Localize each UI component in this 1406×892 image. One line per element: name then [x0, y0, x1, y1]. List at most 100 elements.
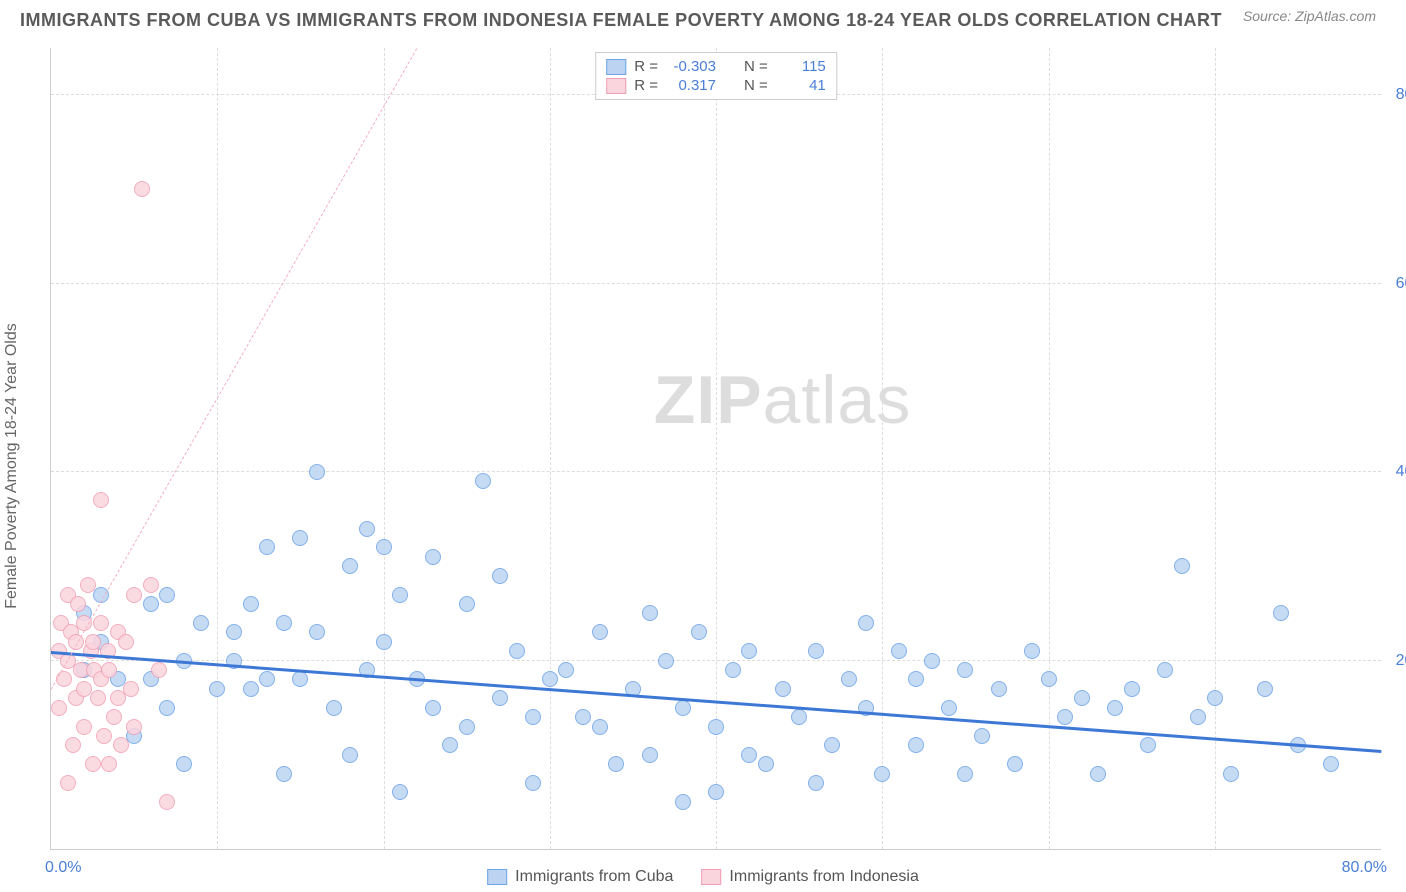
scatter-point [741, 747, 757, 763]
legend-series-label: Immigrants from Indonesia [729, 868, 918, 886]
scatter-point [176, 756, 192, 772]
scatter-point [342, 558, 358, 574]
gridline-vertical [217, 48, 218, 849]
scatter-point [592, 719, 608, 735]
scatter-point [941, 700, 957, 716]
scatter-point [60, 775, 76, 791]
scatter-point [725, 662, 741, 678]
scatter-point [425, 549, 441, 565]
scatter-point [309, 624, 325, 640]
legend-swatch [606, 78, 626, 94]
scatter-point [159, 794, 175, 810]
scatter-point [442, 737, 458, 753]
scatter-point [143, 596, 159, 612]
scatter-point [376, 539, 392, 555]
scatter-point [80, 577, 96, 593]
scatter-point [101, 756, 117, 772]
scatter-point [957, 662, 973, 678]
scatter-point [492, 568, 508, 584]
scatter-point [1041, 671, 1057, 687]
scatter-point [642, 605, 658, 621]
scatter-point [1174, 558, 1190, 574]
scatter-point [159, 587, 175, 603]
legend-n-value: 115 [776, 58, 826, 75]
scatter-point [492, 690, 508, 706]
scatter-point [65, 737, 81, 753]
scatter-point [85, 634, 101, 650]
scatter-point [542, 671, 558, 687]
legend-swatch [606, 59, 626, 75]
scatter-point [326, 700, 342, 716]
scatter-point [1024, 643, 1040, 659]
x-axis-min-label: 0.0% [45, 859, 81, 877]
scatter-point [123, 681, 139, 697]
scatter-point [143, 577, 159, 593]
scatter-point [1124, 681, 1140, 697]
scatter-point [891, 643, 907, 659]
gridline-vertical [1049, 48, 1050, 849]
gridline-vertical [1215, 48, 1216, 849]
scatter-point [808, 775, 824, 791]
scatter-point [1273, 605, 1289, 621]
legend-swatch [701, 869, 721, 885]
scatter-point [193, 615, 209, 631]
scatter-point [1107, 700, 1123, 716]
scatter-point [708, 784, 724, 800]
scatter-point [858, 615, 874, 631]
scatter-point [741, 643, 757, 659]
scatter-point [608, 756, 624, 772]
gridline-vertical [882, 48, 883, 849]
legend-r-value: 0.317 [666, 77, 716, 94]
scatter-point [874, 766, 890, 782]
scatter-point [85, 756, 101, 772]
scatter-point [342, 747, 358, 763]
scatter-point [1074, 690, 1090, 706]
source-attribution: Source: ZipAtlas.com [1243, 8, 1376, 24]
scatter-point [292, 671, 308, 687]
correlation-legend: R =-0.303N =115R =0.317N =41 [595, 52, 837, 100]
y-axis-label: Female Poverty Among 18-24 Year Olds [3, 323, 21, 609]
scatter-point [392, 587, 408, 603]
scatter-point [824, 737, 840, 753]
scatter-point [1207, 690, 1223, 706]
scatter-point [1007, 756, 1023, 772]
legend-row: R =0.317N =41 [606, 76, 826, 95]
scatter-point [1223, 766, 1239, 782]
scatter-point [96, 728, 112, 744]
scatter-point [459, 719, 475, 735]
scatter-point [159, 700, 175, 716]
scatter-point [1323, 756, 1339, 772]
legend-r-label: R = [634, 58, 658, 75]
legend-n-label: N = [744, 58, 768, 75]
scatter-point [642, 747, 658, 763]
legend-item: Immigrants from Cuba [487, 868, 673, 886]
scatter-point [658, 653, 674, 669]
scatter-point [309, 464, 325, 480]
scatter-point [841, 671, 857, 687]
legend-row: R =-0.303N =115 [606, 57, 826, 76]
scatter-point [459, 596, 475, 612]
scatter-point [1140, 737, 1156, 753]
y-tick-label: 40.0% [1386, 463, 1406, 481]
watermark-logo: ZIPatlas [654, 361, 911, 439]
scatter-point [226, 624, 242, 640]
scatter-point [558, 662, 574, 678]
gridline-vertical [550, 48, 551, 849]
scatter-point [974, 728, 990, 744]
scatter-point [209, 681, 225, 697]
scatter-point [126, 587, 142, 603]
scatter-point [957, 766, 973, 782]
scatter-point [376, 634, 392, 650]
y-tick-label: 80.0% [1386, 86, 1406, 104]
scatter-point [70, 596, 86, 612]
scatter-point [991, 681, 1007, 697]
scatter-point [276, 615, 292, 631]
scatter-point [259, 671, 275, 687]
scatter-point [134, 181, 150, 197]
scatter-plot: ZIPatlas R =-0.303N =115R =0.317N =41 0.… [50, 48, 1381, 850]
scatter-point [908, 737, 924, 753]
scatter-point [808, 643, 824, 659]
scatter-point [51, 700, 67, 716]
scatter-point [101, 662, 117, 678]
x-axis-max-label: 80.0% [1342, 859, 1387, 877]
